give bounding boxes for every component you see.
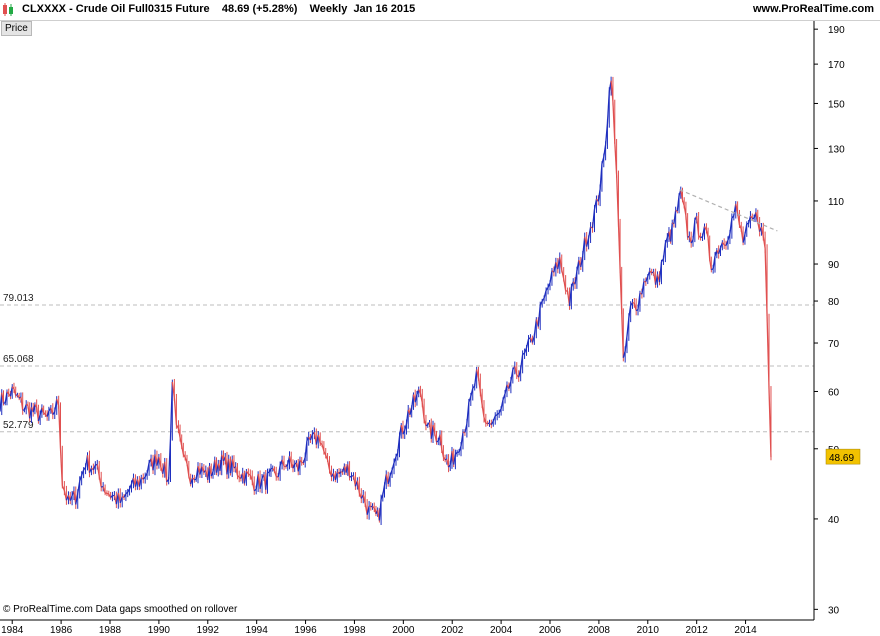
x-tick-label-13: 2010 bbox=[637, 625, 660, 636]
x-tick-label-0: 1984 bbox=[1, 625, 24, 636]
price-tab[interactable]: Price bbox=[1, 21, 32, 36]
last-price-label: 48.69 bbox=[829, 453, 854, 464]
x-tick-label-15: 2014 bbox=[734, 625, 757, 636]
hline-label-1: 65.068 bbox=[3, 354, 34, 365]
x-tick-label-7: 1998 bbox=[343, 625, 366, 636]
x-tick-label-9: 2002 bbox=[441, 625, 464, 636]
trendline bbox=[679, 189, 778, 232]
y-tick-label-0: 190 bbox=[828, 25, 845, 36]
chart-title: CLXXXX - Crude Oil Full0315 Future 48.69… bbox=[22, 3, 416, 15]
x-tick-label-14: 2012 bbox=[686, 625, 709, 636]
chart-header: CLXXXX - Crude Oil Full0315 Future 48.69… bbox=[0, 0, 880, 21]
x-tick-label-3: 1990 bbox=[148, 625, 171, 636]
x-tick-label-6: 1996 bbox=[294, 625, 317, 636]
x-tick-label-1: 1986 bbox=[50, 625, 73, 636]
footer-note: © ProRealTime.com Data gaps smoothed on … bbox=[3, 604, 238, 615]
x-tick-label-8: 2000 bbox=[392, 625, 415, 636]
candlestick-icon bbox=[3, 3, 13, 16]
axes: 1901701501301109080706050403048.69198419… bbox=[0, 21, 861, 636]
hline-label-0: 79.013 bbox=[3, 293, 34, 304]
y-tick-label-8: 60 bbox=[828, 387, 840, 398]
x-tick-label-5: 1994 bbox=[246, 625, 269, 636]
y-tick-label-10: 40 bbox=[828, 515, 840, 526]
last-price-badge bbox=[825, 448, 861, 465]
x-tick-label-12: 2008 bbox=[588, 625, 611, 636]
y-tick-label-3: 130 bbox=[828, 144, 845, 155]
x-tick-label-10: 2004 bbox=[490, 625, 513, 636]
x-tick-label-11: 2006 bbox=[539, 625, 562, 636]
x-tick-label-4: 1992 bbox=[197, 625, 220, 636]
y-tick-label-4: 110 bbox=[828, 197, 844, 208]
y-tick-label-5: 90 bbox=[828, 260, 840, 271]
hline-label-2: 52.779 bbox=[3, 420, 34, 431]
y-tick-label-6: 80 bbox=[828, 297, 840, 308]
overlay-lines bbox=[679, 189, 778, 232]
y-tick-label-2: 150 bbox=[828, 99, 845, 110]
price-series bbox=[0, 76, 772, 525]
y-tick-label-1: 170 bbox=[828, 60, 845, 71]
x-tick-label-2: 1988 bbox=[99, 625, 122, 636]
y-tick-label-11: 30 bbox=[828, 605, 840, 616]
grid-lines: 79.013 65.068 52.779 bbox=[0, 293, 814, 433]
y-tick-label-7: 70 bbox=[828, 339, 840, 350]
site-link[interactable]: www.ProRealTime.com bbox=[752, 3, 874, 15]
